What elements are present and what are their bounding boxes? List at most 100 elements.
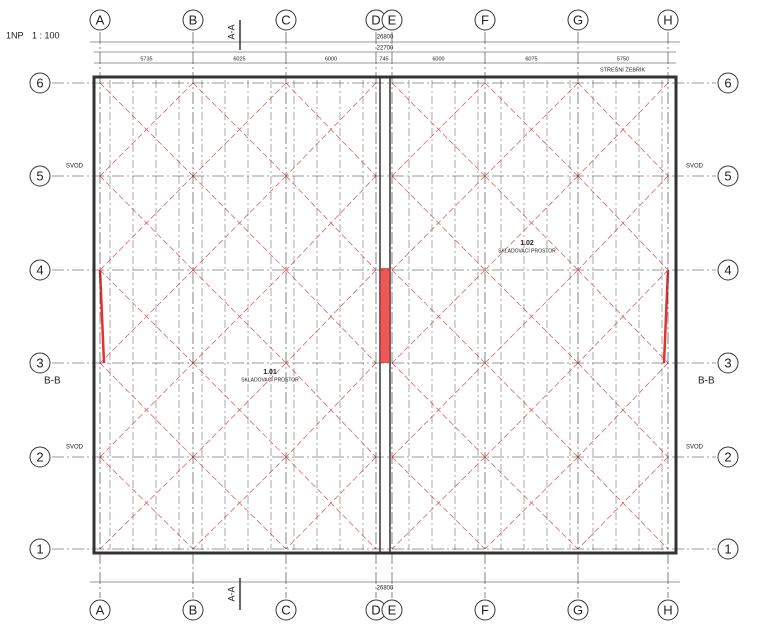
grid-label: 6 — [36, 75, 43, 90]
grid-bubble — [89, 9, 111, 31]
grid-label: 5 — [724, 168, 731, 183]
gutter-note: SVOD — [686, 445, 704, 451]
bracing — [192, 82, 287, 177]
bracing — [391, 269, 486, 364]
grid-label: B — [189, 12, 198, 27]
section-label: A-A — [226, 24, 236, 39]
grid-label: C — [281, 12, 290, 27]
grid-bubble — [717, 165, 739, 187]
grid-bubble — [29, 72, 51, 94]
grid-bubble — [29, 446, 51, 468]
grid-bubble — [29, 538, 51, 560]
grid-label: E — [388, 12, 397, 27]
dim-text: 22700 — [377, 46, 394, 52]
bracing — [192, 456, 287, 550]
grid-bubble — [717, 72, 739, 94]
bracing — [285, 82, 377, 177]
grid-bubble — [474, 599, 496, 621]
dim-text: 6000 — [432, 56, 444, 62]
gutter-note: SVOD — [686, 164, 704, 170]
dim-text: 26800 — [377, 35, 394, 41]
grid-label: E — [388, 602, 397, 617]
grid-label: 1 — [36, 541, 43, 556]
fire-wall-highlight — [380, 268, 390, 363]
grid-label: 2 — [36, 449, 43, 464]
bracing — [391, 82, 486, 177]
grid-label: D — [371, 12, 380, 27]
grid-label: 2 — [724, 449, 731, 464]
bracing — [577, 269, 669, 364]
grid-bubble — [717, 352, 739, 374]
bracing — [484, 269, 579, 364]
grid-bubble — [567, 9, 589, 31]
room-number: 1.02 — [520, 240, 534, 247]
grid-label: 6 — [724, 75, 731, 90]
grid-bubble — [381, 599, 403, 621]
bracing — [577, 175, 669, 271]
section-label: A-A — [226, 586, 236, 601]
red-edge — [98, 269, 106, 364]
grid-label: H — [663, 602, 672, 617]
grid-label: B — [189, 602, 198, 617]
dim-text: 745 — [379, 56, 388, 62]
grid-label: A — [96, 12, 105, 27]
bracing — [391, 456, 486, 550]
section-label: B-B — [44, 376, 61, 387]
bracing — [192, 362, 287, 458]
grid-bubble — [275, 9, 297, 31]
grid-bubble — [182, 9, 204, 31]
ladder-note: STŘEŠNÍ ŽEBŘÍK — [600, 65, 646, 73]
grid-label: 4 — [36, 262, 43, 277]
grid-label: 1 — [724, 541, 731, 556]
gutter-note: SVOD — [66, 445, 84, 451]
dim-text: 26800 — [377, 586, 394, 592]
grid-bubble — [657, 599, 679, 621]
bracing — [99, 456, 194, 550]
grid-bubble — [29, 165, 51, 187]
bracing — [285, 362, 377, 458]
bracing — [99, 269, 194, 364]
plan-title: 1NP — [6, 30, 24, 40]
grid-label: G — [573, 12, 583, 27]
grid-bubble — [717, 446, 739, 468]
bracing — [99, 175, 194, 271]
bracing — [577, 362, 669, 458]
bracing — [577, 456, 669, 550]
grid-label: G — [573, 602, 583, 617]
grid-label: A — [96, 602, 105, 617]
grid-label: F — [481, 602, 489, 617]
dim-text: 5735 — [140, 56, 152, 62]
dim-text: 6000 — [325, 56, 337, 62]
grid-bubble — [275, 599, 297, 621]
grid-bubble — [474, 9, 496, 31]
grid-label: 5 — [36, 168, 43, 183]
bracing — [484, 362, 579, 458]
room-number: 1.01 — [263, 369, 277, 376]
grid-bubble — [29, 259, 51, 281]
dim-text: 5750 — [617, 56, 629, 62]
grid-bubble — [89, 599, 111, 621]
grid-label: F — [481, 12, 489, 27]
grid-bubble — [182, 599, 204, 621]
bracing — [391, 362, 486, 458]
grid-bubble — [29, 352, 51, 374]
grid-bubble — [717, 259, 739, 281]
grid-bubble — [567, 599, 589, 621]
bracing — [484, 175, 579, 271]
bracing — [391, 175, 486, 271]
dim-text: 6025 — [233, 56, 245, 62]
grid-bubble — [381, 9, 403, 31]
grid-bubble — [717, 538, 739, 560]
section-label: B-B — [698, 376, 715, 387]
plan-scale: 1 : 100 — [32, 30, 60, 40]
bracing — [99, 82, 194, 177]
room-name: SKLADOVACÍ PROSTOR — [241, 376, 299, 383]
bracing — [484, 82, 579, 177]
grid-label: 3 — [724, 355, 731, 370]
bracing — [192, 175, 287, 271]
bracing — [99, 362, 194, 458]
grid-label: D — [371, 602, 380, 617]
red-edge — [662, 269, 670, 364]
bracing — [285, 175, 377, 271]
